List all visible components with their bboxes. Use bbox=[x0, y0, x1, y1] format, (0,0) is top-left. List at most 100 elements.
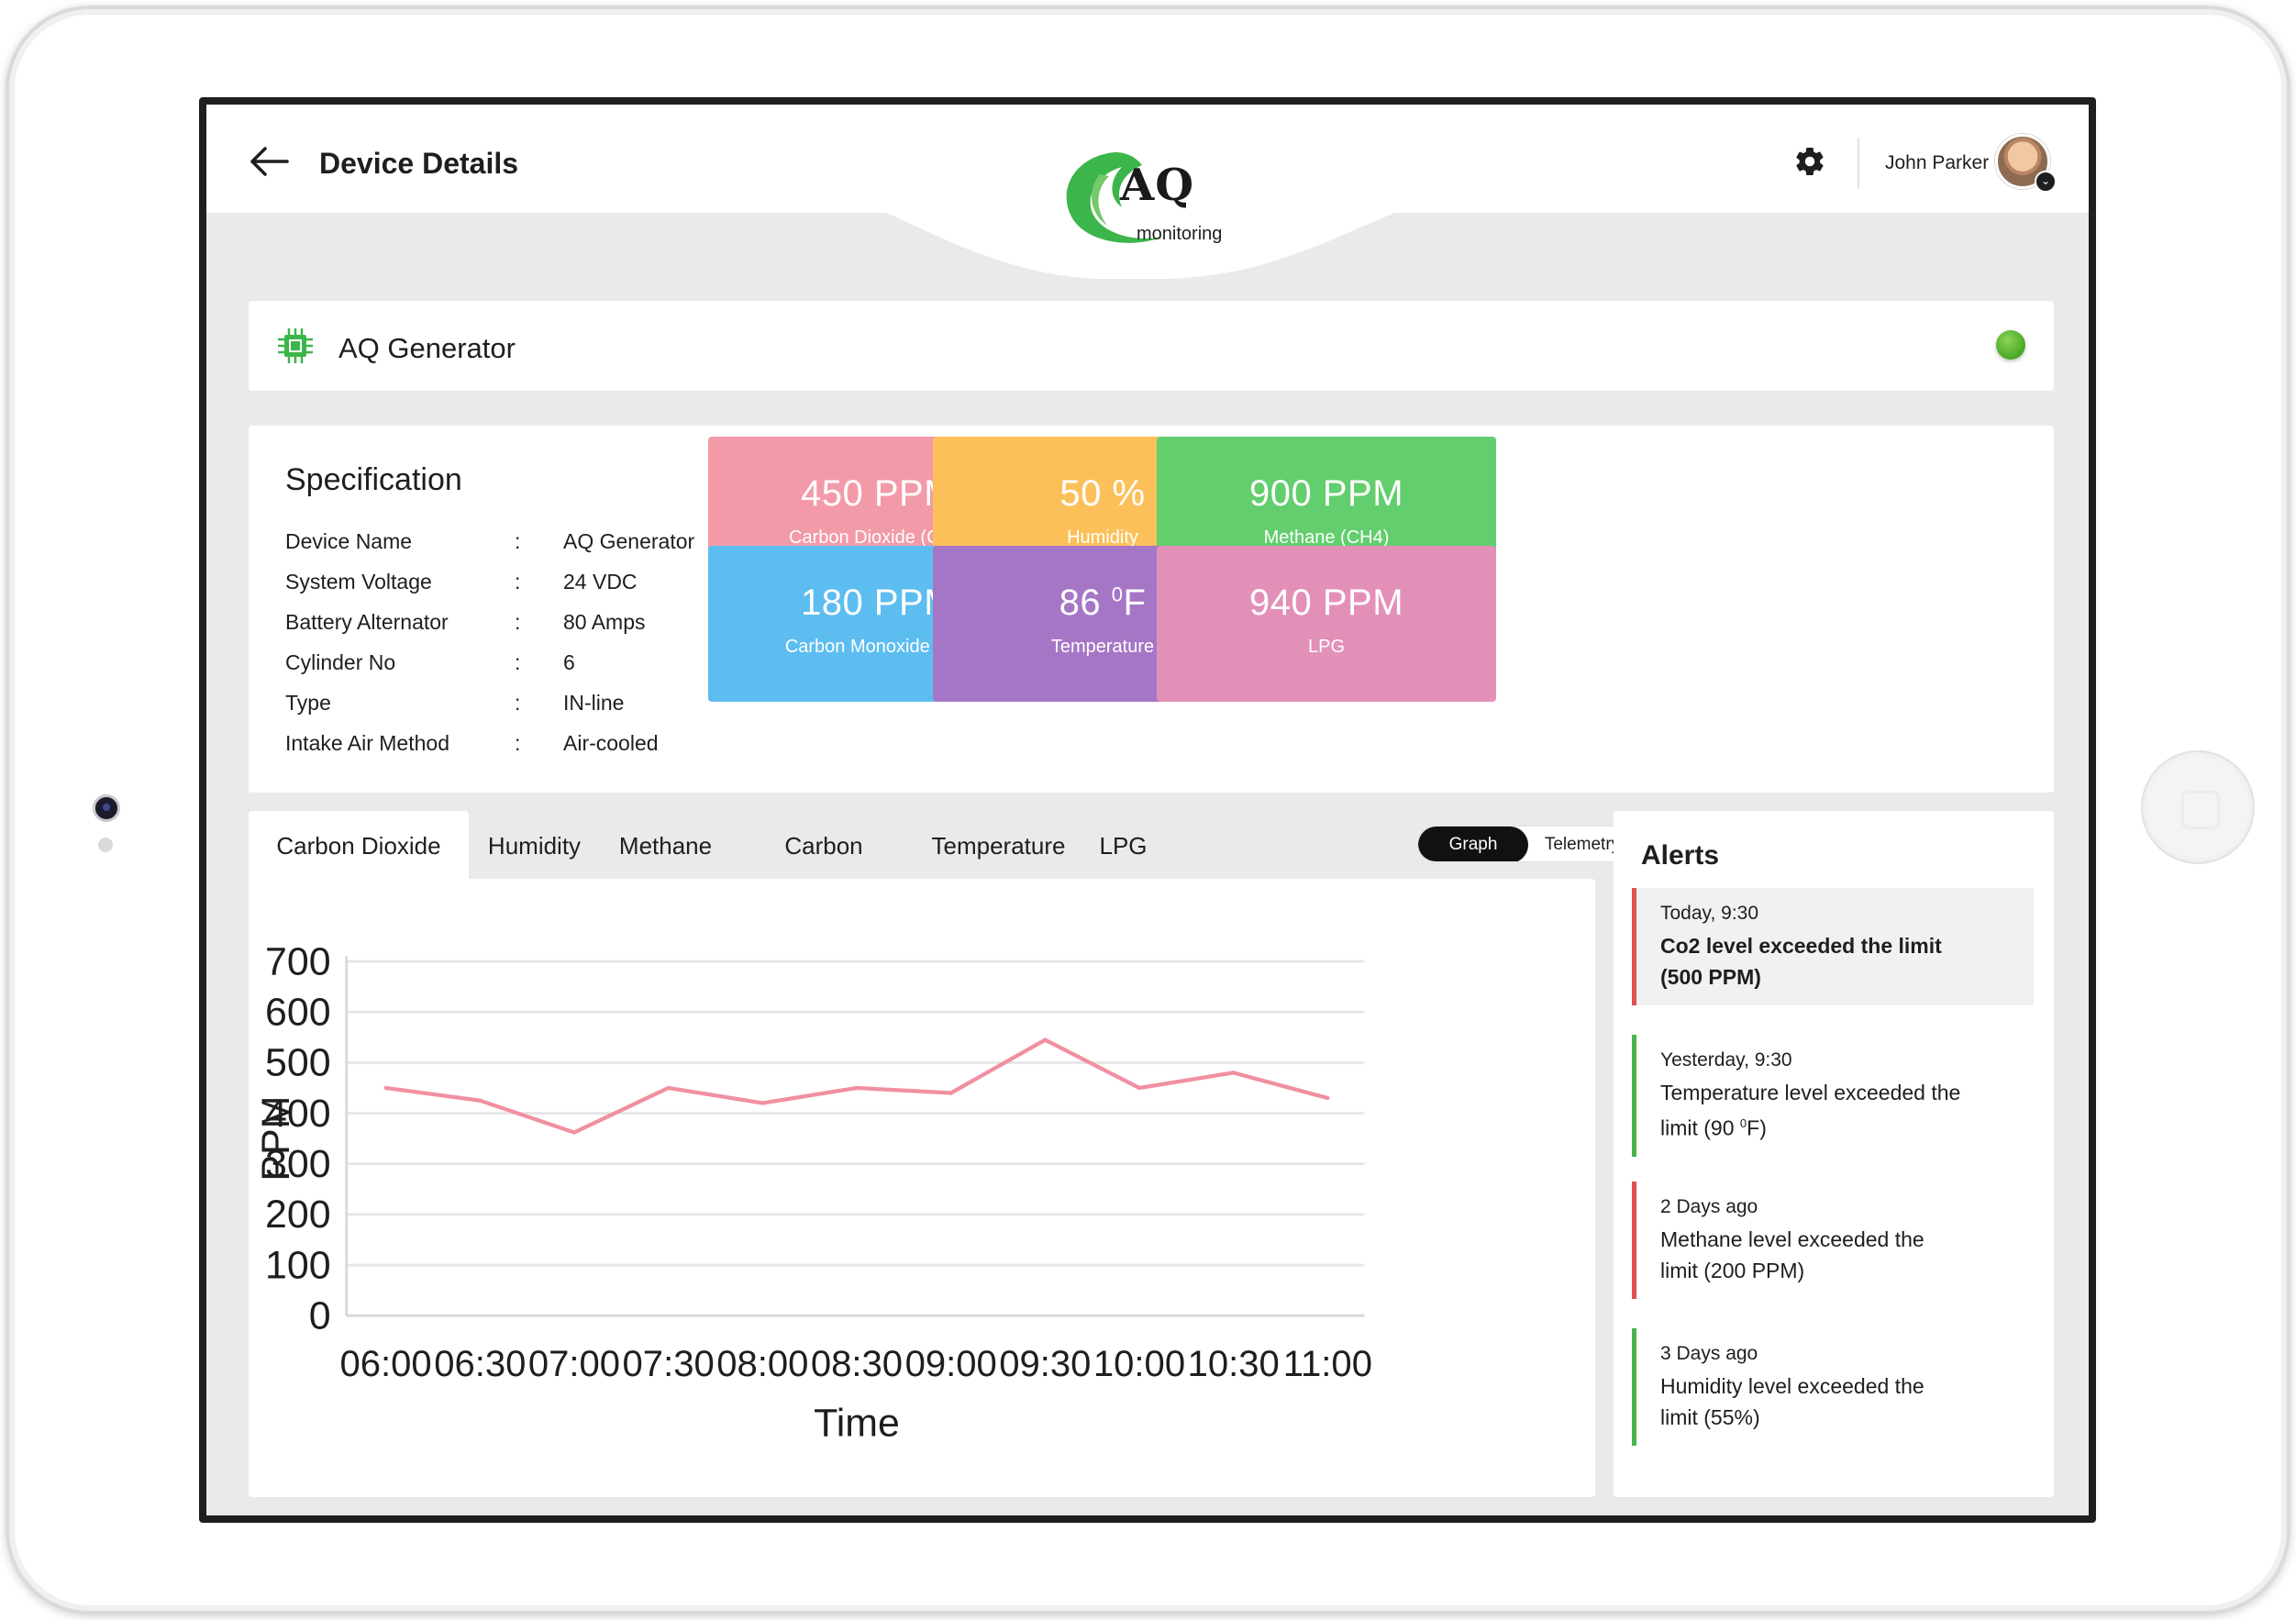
tile-value-text: 900 PPM bbox=[1248, 473, 1404, 514]
y-tick-label: 500 bbox=[265, 1041, 331, 1085]
chart-body: 0 100 200 300 400 500 600 700 06:00 06:30 07:00 07:… bbox=[254, 939, 1372, 1445]
data-point bbox=[1231, 1071, 1236, 1075]
degree-mark: 0 bbox=[1111, 583, 1124, 606]
alert-time: Today, 9:30 bbox=[1660, 903, 1759, 924]
header-wave bbox=[206, 196, 2089, 279]
alert-message: Temperature level exceeded the bbox=[1660, 1081, 1961, 1104]
tile-label-text: LPG bbox=[1307, 637, 1346, 657]
back-arrow-icon[interactable] bbox=[247, 145, 291, 178]
alert-message: Co2 level exceeded the limit bbox=[1660, 934, 1942, 958]
spec-key: System Voltage bbox=[285, 569, 432, 594]
tile-label-text: Carbon Dioxide (CO bbox=[789, 527, 955, 548]
app-header bbox=[206, 105, 2089, 213]
alert-message-detail: limit (55%) bbox=[1660, 1402, 2015, 1433]
alert-item[interactable]: Today, 9:30 Co2 level exceeded the limit (… bbox=[1632, 888, 2034, 1005]
tile-value: 900 PPM bbox=[1157, 473, 1496, 515]
tile-value-text: 940 PPM bbox=[1248, 583, 1404, 623]
tile-label-text: Humidity bbox=[1067, 527, 1138, 548]
tab-methane[interactable]: Methane bbox=[618, 832, 713, 860]
tile-value: 50 % bbox=[933, 473, 1272, 515]
spec-key: Battery Alternator bbox=[285, 609, 449, 634]
chart-panel: 0 100 200 300 400 500 600 700 06:00 06:30 07:00 07:… bbox=[249, 879, 1595, 1497]
spec-key: Cylinder No bbox=[285, 649, 396, 674]
y-tick-label: 300 bbox=[265, 1142, 331, 1186]
y-tick-label: 100 bbox=[265, 1243, 331, 1287]
x-tick-label: 06:30 bbox=[434, 1344, 526, 1384]
data-point bbox=[383, 1085, 388, 1091]
y-tick-label: 200 bbox=[265, 1193, 331, 1237]
reading-tile[interactable]: 940 PPM LPG bbox=[1157, 546, 1496, 702]
alert-item[interactable]: 2 Days ago Methane level exceeded the limi… bbox=[1632, 1182, 2034, 1299]
alert-time: 3 Days ago bbox=[1660, 1343, 1758, 1364]
chevron-down-icon[interactable]: ⌄ bbox=[2035, 171, 2057, 193]
x-tick-label: 09:00 bbox=[905, 1344, 997, 1384]
x-tick-label: 11:00 bbox=[1283, 1344, 1372, 1384]
data-point bbox=[478, 1098, 482, 1103]
tab-lpg[interactable]: LPG bbox=[1099, 832, 1148, 860]
tile-value-text: 450 PPM bbox=[800, 473, 956, 514]
x-tick-label: 06:00 bbox=[340, 1344, 432, 1384]
ppm-line-chart: 0 100 200 300 400 500 600 700 06:00 06:30 07:00 07:… bbox=[254, 939, 1372, 1445]
spec-value: AQ Generator bbox=[563, 528, 695, 553]
alert-message: Methane level exceeded the bbox=[1660, 1227, 1924, 1251]
x-tick-label: 08:00 bbox=[716, 1344, 808, 1384]
sensor-dot bbox=[98, 838, 113, 852]
data-point bbox=[948, 1091, 953, 1095]
data-point bbox=[1137, 1085, 1142, 1091]
tab-temperature[interactable]: Temperature bbox=[931, 832, 1066, 860]
spec-value: Air-cooled bbox=[563, 730, 659, 755]
tile-unit: F bbox=[1123, 583, 1147, 623]
tile-label: LPG bbox=[1157, 637, 1496, 658]
alert-item[interactable]: 3 Days ago Humidity level exceeded the lim… bbox=[1632, 1328, 2034, 1446]
metric-tabs: LPG Temperature Carbon Monoxide Methane Humi… bbox=[249, 811, 1636, 929]
specification-list: Device Name: AQ Generator System Voltage: 2… bbox=[285, 521, 694, 763]
camera-icon bbox=[93, 794, 120, 822]
tile-label: Temperature bbox=[933, 637, 1272, 658]
user-name[interactable]: John Parker bbox=[1885, 152, 1990, 173]
tile-value: 940 PPM bbox=[1157, 583, 1496, 624]
view-toggle[interactable]: Graph Telemetry bbox=[1417, 826, 1636, 862]
home-button[interactable] bbox=[2141, 750, 2255, 864]
tile-label-text: Temperature bbox=[1050, 637, 1155, 657]
alert-message: Humidity level exceeded the bbox=[1660, 1374, 1924, 1398]
tile-value-text: 50 % bbox=[1059, 473, 1146, 514]
spec-row: System Voltage: 24 VDC bbox=[285, 561, 694, 602]
chip-icon bbox=[278, 328, 313, 363]
x-tick-label: 08:30 bbox=[811, 1344, 903, 1384]
x-tick-label: 07:30 bbox=[623, 1344, 715, 1384]
spec-value: 6 bbox=[563, 649, 575, 674]
page-title: Device Details bbox=[319, 147, 519, 180]
data-point bbox=[1043, 1037, 1048, 1042]
spec-key: Intake Air Method bbox=[285, 730, 449, 755]
tile-value-text: 86 bbox=[1059, 583, 1112, 623]
spec-value: 80 Amps bbox=[563, 609, 646, 634]
gear-icon[interactable] bbox=[1793, 145, 1826, 178]
logo-text: AQ bbox=[1120, 160, 1195, 211]
alert-message-detail: (500 PPM) bbox=[1660, 961, 2015, 993]
telemetry-toggle-button[interactable]: Telemetry bbox=[1544, 835, 1621, 854]
x-axis-title: Time bbox=[814, 1402, 900, 1446]
tile-label: Humidity bbox=[933, 527, 1272, 549]
specification-panel: Specification Device Name: AQ Generator Sy… bbox=[249, 426, 2054, 793]
spec-separator: : bbox=[515, 609, 521, 634]
y-tick-label: 600 bbox=[265, 991, 331, 1035]
spec-row: Device Name: AQ Generator bbox=[285, 521, 694, 561]
spec-row: Cylinder No: 6 bbox=[285, 642, 694, 682]
alerts-panel: Alerts Today, 9:30 Co2 level exceeded the… bbox=[1614, 811, 2054, 1497]
tab-carbon-monoxide[interactable]: Carbon Monoxide bbox=[772, 832, 876, 929]
graph-toggle-button[interactable]: Graph bbox=[1418, 827, 1528, 861]
alert-detail-text: limit (200 PPM) bbox=[1660, 1259, 1805, 1282]
x-tick-label: 07:00 bbox=[528, 1344, 620, 1384]
y-tick-label: 700 bbox=[265, 939, 331, 983]
tab-humidity[interactable]: Humidity bbox=[487, 832, 582, 860]
tab-carbon-dioxide[interactable]: Carbon Dioxide bbox=[249, 811, 469, 879]
tile-label-text: Carbon Monoxide (Co) bbox=[784, 637, 971, 657]
app-screen: Device Details AQ monitoring John Parker… bbox=[199, 97, 2096, 1523]
specification-title: Specification bbox=[285, 462, 462, 497]
alert-item[interactable]: Yesterday, 9:30 Temperature level exceede… bbox=[1632, 1035, 2034, 1157]
data-point bbox=[666, 1085, 671, 1091]
y-tick-label: 400 bbox=[265, 1092, 331, 1136]
spec-value: IN-line bbox=[563, 690, 625, 715]
spec-key: Device Name bbox=[285, 528, 413, 553]
spec-row: Type: IN-line bbox=[285, 682, 694, 723]
